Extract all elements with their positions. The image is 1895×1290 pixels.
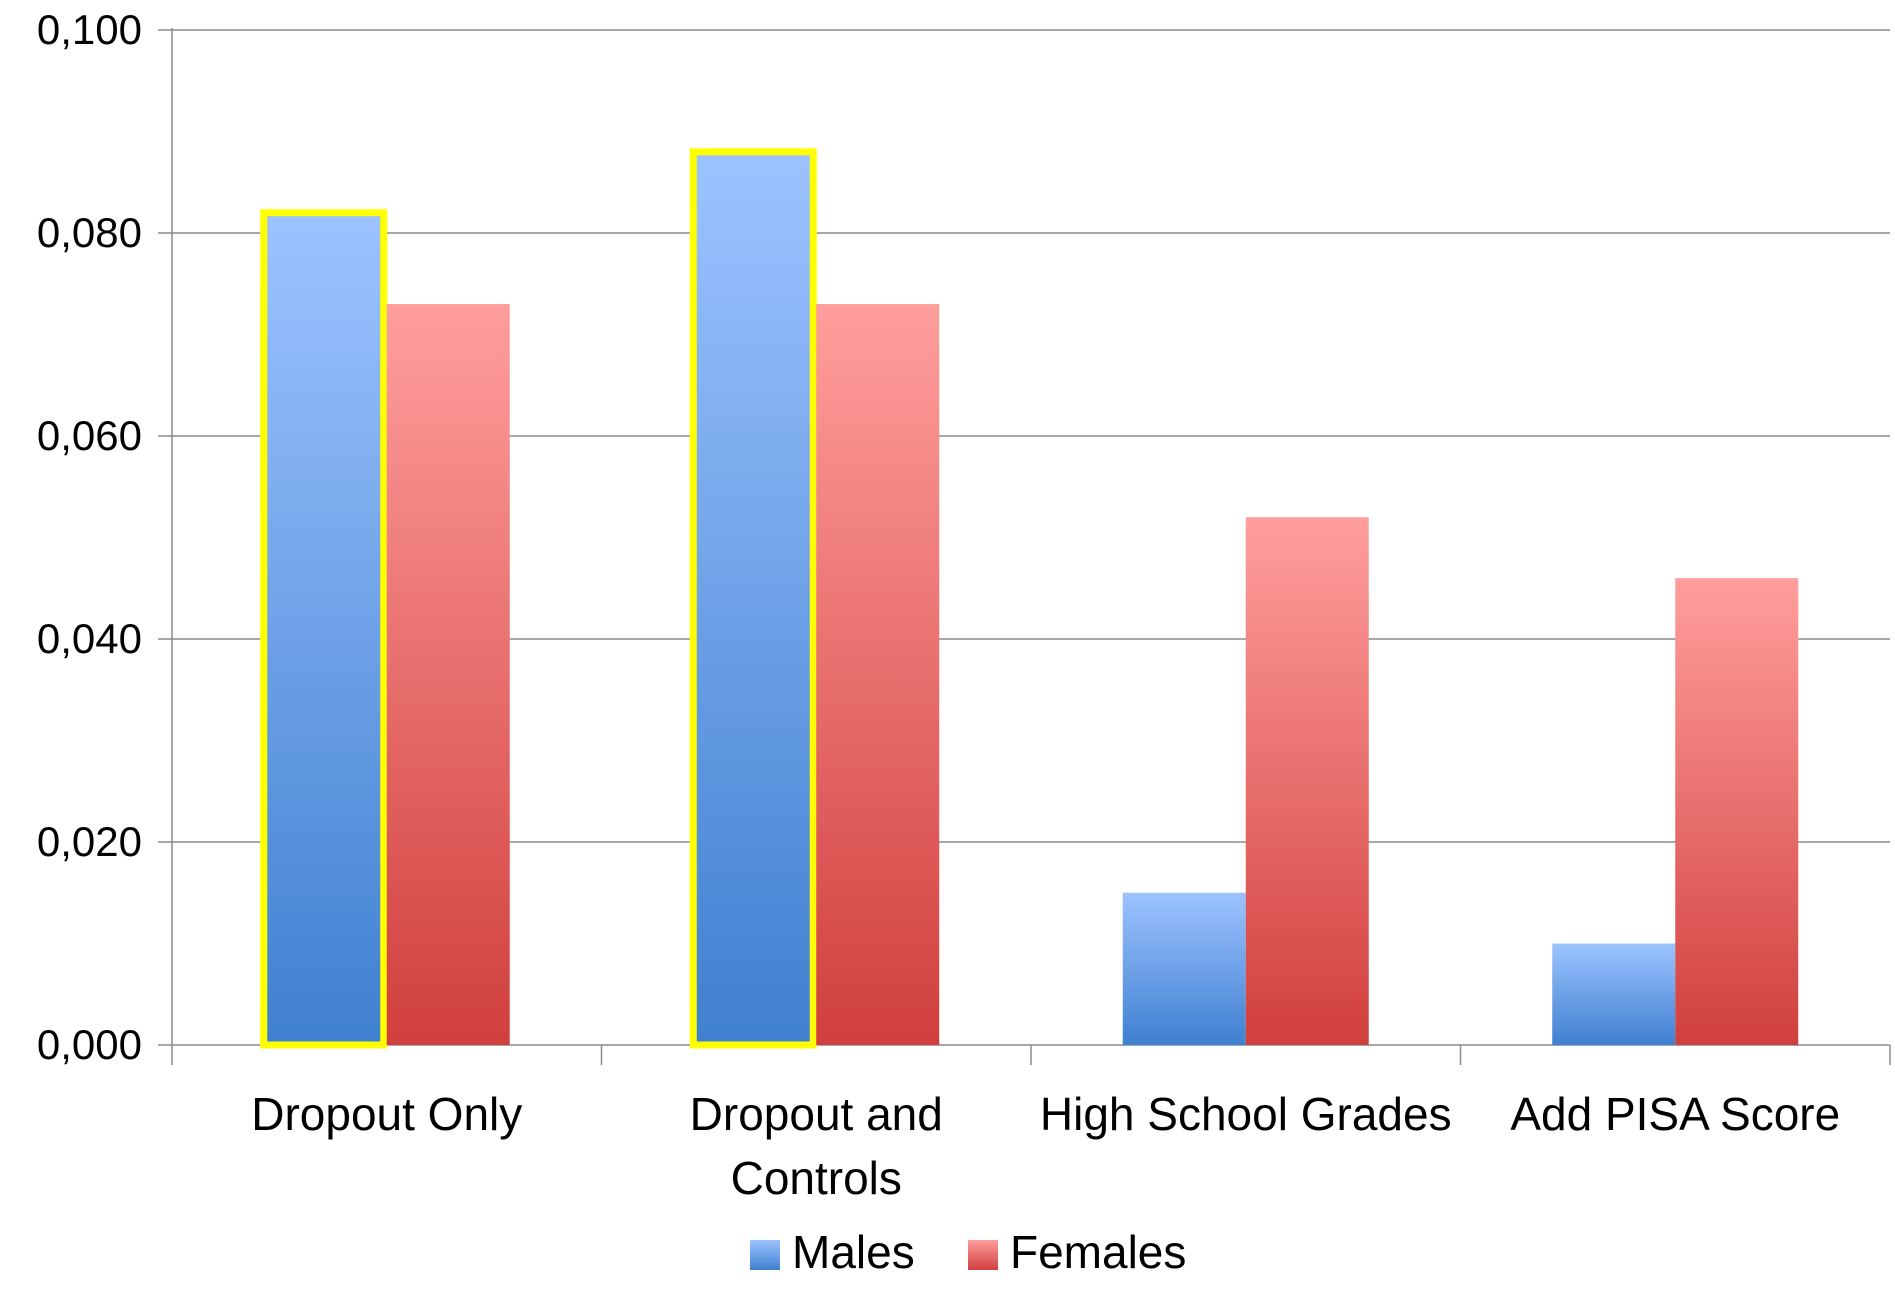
y-tick-labels: 0,000 0,020 0,040 0,060 0,080 0,100 bbox=[37, 6, 142, 1068]
y-tick-label: 0,040 bbox=[37, 615, 142, 662]
y-tick-label: 0,080 bbox=[37, 209, 142, 256]
x-category-label: Dropout Only bbox=[251, 1088, 522, 1140]
y-tick-label: 0,000 bbox=[37, 1021, 142, 1068]
x-category-label: High School Grades bbox=[1040, 1088, 1452, 1140]
bar-males-1 bbox=[260, 209, 388, 1049]
bar-females-1 bbox=[386, 304, 510, 1045]
x-category-label: Dropout and Controls bbox=[690, 1088, 943, 1204]
bar-females-4 bbox=[1675, 578, 1799, 1045]
bar-males-2 bbox=[689, 148, 817, 1049]
x-category-labels: Dropout Only Dropout and Controls High Scho… bbox=[251, 1088, 1840, 1204]
bar-females-3 bbox=[1245, 517, 1369, 1045]
legend: Males Females bbox=[750, 1226, 1186, 1278]
legend-label-females: Females bbox=[1010, 1226, 1186, 1278]
bar-females-2 bbox=[816, 304, 940, 1045]
y-tick-label: 0,060 bbox=[37, 412, 142, 459]
legend-swatch-males bbox=[750, 1240, 780, 1270]
bars bbox=[260, 148, 1799, 1049]
y-tick-label: 0,100 bbox=[37, 6, 142, 53]
x-category-label: Add PISA Score bbox=[1510, 1088, 1840, 1140]
legend-swatch-females bbox=[968, 1240, 998, 1270]
legend-label-males: Males bbox=[792, 1226, 915, 1278]
bar-males-4 bbox=[1552, 943, 1676, 1045]
bar-males-3 bbox=[1122, 892, 1246, 1045]
y-tick-label: 0,020 bbox=[37, 818, 142, 865]
